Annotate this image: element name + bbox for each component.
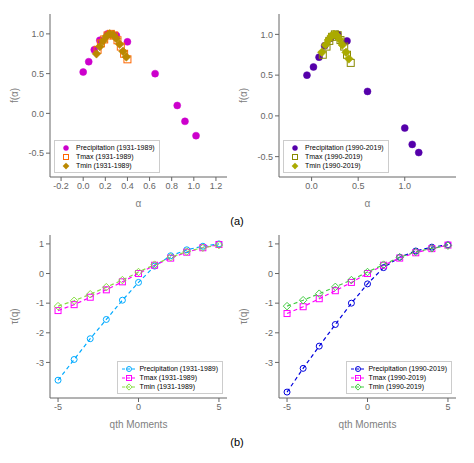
svg-text:-5: -5 [283,402,291,412]
svg-text:0.0: 0.0 [260,111,273,121]
html-text:Tmax (1931-1989): Tmax (1931-1989) [139,374,197,381]
svg-text:1: 1 [268,239,273,249]
html-text:Precipitation (1990-2019): Precipitation (1990-2019) [305,144,384,151]
svg-text:α: α [136,198,142,209]
svg-text:τ(q): τ(q) [9,308,20,324]
html-text:Tmax (1990-2019): Tmax (1990-2019) [305,153,363,160]
svg-text:0.0: 0.0 [305,181,318,191]
svg-text:qth Moments: qth Moments [339,419,397,430]
svg-text:-1: -1 [36,298,44,308]
svg-text:5: 5 [445,402,450,412]
svg-text:0: 0 [136,402,141,412]
svg-text:0.0: 0.0 [31,109,44,119]
svg-text:-0.5: -0.5 [257,152,273,162]
svg-text:f(α): f(α) [9,88,20,103]
html-text:Precipitation (1931-1989): Precipitation (1931-1989) [76,144,155,151]
html-text:Tmin (1990-2019): Tmin (1990-2019) [368,383,424,390]
svg-text:1.0: 1.0 [399,181,412,191]
svg-text:qth Moments: qth Moments [110,419,168,430]
html-text:Precipitation (1931-1989): Precipitation (1931-1989) [139,365,218,372]
svg-text:-3: -3 [265,358,273,368]
svg-text:0.0: 0.0 [77,181,90,191]
svg-text:1: 1 [39,239,44,249]
svg-text:-5: -5 [54,402,62,412]
html-text:Tmin (1990-2019): Tmin (1990-2019) [305,162,361,169]
svg-text:-2: -2 [36,328,44,338]
svg-text:5: 5 [216,402,221,412]
svg-text:0.5: 0.5 [352,181,365,191]
svg-text:-1: -1 [265,298,273,308]
svg-text:0: 0 [268,269,273,279]
svg-text:τ(q): τ(q) [238,308,249,324]
html-text:(b): (b) [230,436,244,448]
svg-text:0.5: 0.5 [260,70,273,80]
svg-text:0.2: 0.2 [99,181,112,191]
html-text:Precipitation (1990-2019): Precipitation (1990-2019) [368,365,447,372]
svg-text:0.8: 0.8 [165,181,178,191]
html-text:Tmax (1931-1989): Tmax (1931-1989) [76,153,134,160]
html-text:Tmax (1990-2019): Tmax (1990-2019) [368,374,426,381]
svg-text:1.0: 1.0 [31,29,44,39]
svg-text:-0.5: -0.5 [28,148,44,158]
html-text:Tmin (1931-1989): Tmin (1931-1989) [139,383,195,390]
svg-text:0: 0 [365,402,370,412]
svg-text:0.4: 0.4 [121,181,134,191]
svg-text:1.0: 1.0 [188,181,201,191]
html-text:Tmin (1931-1989): Tmin (1931-1989) [76,162,132,169]
svg-text:0: 0 [39,269,44,279]
svg-text:1.0: 1.0 [260,30,273,40]
svg-text:0.6: 0.6 [143,181,156,191]
svg-text:f(α): f(α) [238,88,249,103]
svg-text:α: α [365,198,371,209]
svg-text:-0.2: -0.2 [53,181,69,191]
html-text:(a): (a) [230,215,244,227]
svg-text:0.5: 0.5 [31,69,44,79]
svg-text:1.2: 1.2 [210,181,223,191]
svg-text:-2: -2 [265,328,273,338]
svg-text:-3: -3 [36,358,44,368]
